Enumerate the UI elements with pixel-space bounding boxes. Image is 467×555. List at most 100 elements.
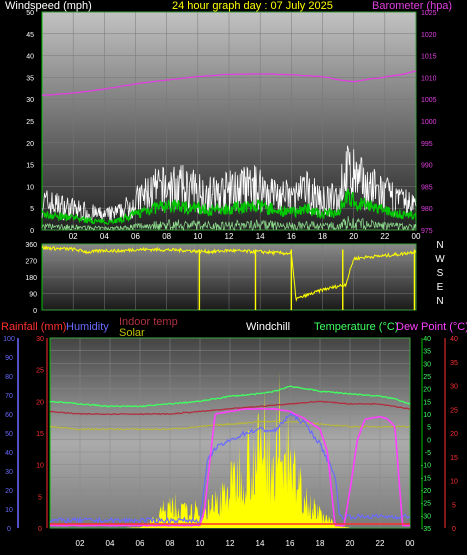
panel1-x-tick-label: 20 [349, 232, 358, 241]
panel3-x-tick-label: 22 [376, 539, 385, 548]
barometer-tick-label: 990 [421, 163, 433, 170]
humidity-tick-label: 30 [5, 469, 13, 476]
windspeed-tick-label: 0 [30, 228, 34, 235]
barometer-tick-label: 975 [421, 228, 433, 235]
windspeed-tick-label: 10 [26, 184, 34, 191]
temperature-tick-label: 30 [423, 361, 431, 368]
panel1-x-tick-label: 02 [69, 232, 78, 241]
barometer-tick-label: 1005 [421, 97, 437, 104]
direction-tick-label: 270 [25, 259, 37, 266]
temperature-tick-label: -35 [421, 526, 431, 533]
rainfall-tick-label: 20 [36, 399, 44, 406]
rainfall-tick-label: 5 [38, 494, 42, 501]
panel3-x-tick-label: 20 [346, 539, 355, 548]
dewpoint-tick-label: 10 [450, 479, 458, 486]
humidity-tick-label: 40 [5, 450, 13, 457]
rainfall-tick-label: 15 [36, 431, 44, 438]
panel1-x-tick-label: 22 [380, 232, 389, 241]
panel1-x-tick-label: 06 [131, 232, 140, 241]
dewpoint-tick-label: 15 [450, 455, 458, 462]
windspeed-axis-label: Windspeed (mph) [5, 0, 92, 12]
windchill-line [49, 420, 411, 431]
panel3-x-tick-label: 16 [286, 539, 295, 548]
dewpoint-tick-label: 40 [450, 336, 458, 343]
graph-title: 24 hour graph day : 07 July 2025 [172, 0, 333, 12]
temperature-tick-label: -10 [421, 463, 431, 470]
direction-tick-label: 180 [25, 275, 37, 282]
barometer-tick-label: 1025 [421, 10, 437, 17]
dewpoint-line [49, 407, 411, 527]
panel3-x-tick-label: 04 [106, 539, 115, 548]
temperature-tick-label: 25 [423, 374, 431, 381]
panel1-x-tick-label: 00 [412, 232, 421, 241]
compass-direction-label: N [436, 240, 443, 251]
dewpoint-tick-label: 30 [450, 384, 458, 391]
panel3-x-tick-label: 18 [316, 539, 325, 548]
solar-label: Solar [119, 327, 145, 339]
humidity-tick-label: 50 [5, 431, 13, 438]
temperature-tick-label: -15 [421, 475, 431, 482]
compass-direction-label: W [435, 254, 445, 265]
rainfall-tick-label: 0 [38, 526, 42, 533]
temperature-tick-label: 10 [423, 412, 431, 419]
barometer-line [41, 70, 417, 96]
humidity-label: Humidity [66, 321, 109, 333]
panel1-x-tick-label: 16 [287, 232, 296, 241]
direction-tick-label: 90 [29, 292, 37, 299]
temperature-tick-label: 20 [423, 387, 431, 394]
compass-direction-label: E [437, 282, 444, 293]
indoor-temp-label: Indoor temp [119, 316, 178, 328]
dewpoint-tick-label: 5 [452, 502, 456, 509]
panel3-x-tick-label: 06 [136, 539, 145, 548]
temperature-tick-label: 40 [423, 336, 431, 343]
barometer-tick-label: 985 [421, 184, 433, 191]
temperature-tick-label: -20 [421, 488, 431, 495]
humidity-tick-label: 60 [5, 412, 13, 419]
panel3-x-tick-label: 08 [166, 539, 175, 548]
panel3-x-tick-label: 00 [406, 539, 415, 548]
wind-direction-line [41, 245, 417, 302]
humidity-tick-label: 70 [5, 393, 13, 400]
humidity-tick-label: 20 [5, 488, 13, 495]
rainfall-tick-label: 10 [36, 463, 44, 470]
compass-direction-label: S [437, 268, 444, 279]
compass-direction-label: N [436, 296, 443, 307]
barometer-tick-label: 1000 [421, 119, 437, 126]
humidity-tick-label: 90 [5, 355, 13, 362]
windspeed-tick-label: 25 [26, 119, 34, 126]
indoor-temp-line [49, 400, 411, 416]
temperature-tick-label: 35 [423, 349, 431, 356]
windspeed-gust-line [41, 145, 417, 223]
temperature-tick-label: 5 [427, 425, 431, 432]
rainfall-tick-label: 30 [36, 336, 44, 343]
rainfall-tick-label: 25 [36, 368, 44, 375]
temperature-tick-label: -5 [425, 450, 431, 457]
windspeed-tick-label: 35 [26, 75, 34, 82]
windspeed-tick-label: 15 [26, 163, 34, 170]
dewpoint-tick-label: 25 [450, 407, 458, 414]
panel1-x-tick-label: 10 [193, 232, 202, 241]
temperature-tick-label: -30 [421, 513, 431, 520]
barometer-tick-label: 1010 [421, 75, 437, 82]
rainfall-label: Rainfall (mm) [1, 321, 66, 333]
windspeed-tick-label: 40 [26, 54, 34, 61]
panel1-x-tick-label: 18 [318, 232, 327, 241]
windspeed-tick-label: 20 [26, 141, 34, 148]
dewpoint-tick-label: 0 [452, 526, 456, 533]
panel3-x-tick-label: 10 [196, 539, 205, 548]
barometer-tick-label: 980 [421, 206, 433, 213]
panel1-x-tick-label: 08 [162, 232, 171, 241]
panel1-x-tick-label: 04 [100, 232, 109, 241]
dewpoint-label: Dew Point (°C) [396, 321, 467, 333]
barometer-axis-label: Barometer (hpa) [372, 0, 452, 12]
dewpoint-tick-label: 20 [450, 431, 458, 438]
temperature-tick-label: 0 [427, 437, 431, 444]
windspeed-tick-label: 5 [30, 206, 34, 213]
panel3-x-tick-label: 02 [76, 539, 85, 548]
dewpoint-tick-label: 35 [450, 360, 458, 367]
humidity-tick-label: 80 [5, 374, 13, 381]
barometer-tick-label: 995 [421, 141, 433, 148]
direction-tick-label: 360 [25, 242, 37, 249]
temperature-label: Temperature (°C) [314, 321, 398, 333]
